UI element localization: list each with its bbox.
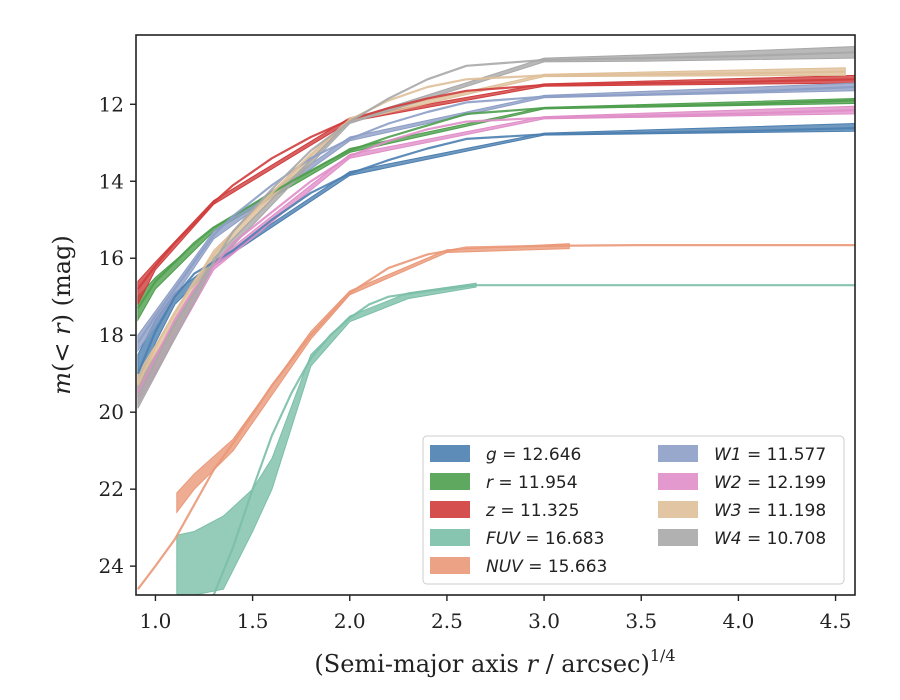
legend-label-fuv: FUV = 16.683: [486, 529, 604, 549]
legend-swatch-nuv: [430, 557, 470, 574]
x-tick-label: 2.5: [431, 609, 463, 633]
legend-label-w2: W2 = 12.199: [714, 473, 826, 493]
legend-swatch-z: [430, 501, 470, 518]
legend-swatch-fuv: [430, 529, 470, 546]
legend-swatch-w3: [658, 501, 698, 518]
y-tick-label: 16: [99, 246, 124, 270]
line-w1: [136, 85, 855, 344]
legend-label-z: z = 11.325: [485, 501, 579, 521]
legend-box: [422, 435, 845, 585]
y-axis-label: m(< r) (mag): [48, 235, 76, 395]
legend-swatch-w2: [658, 473, 698, 490]
legend-swatch-g: [430, 445, 470, 462]
x-tick-label: 3.5: [625, 609, 657, 633]
line-fuv: [212, 284, 855, 595]
x-axis-ticks: 1.0 1.5 2.0 2.5 3.0 3.5 4.0 4.5: [140, 595, 852, 633]
legend-label-nuv: NUV = 15.663: [486, 557, 607, 577]
legend-swatch-w4: [658, 529, 698, 546]
series-lines: [136, 51, 855, 595]
y-tick-label: 20: [99, 400, 124, 424]
y-tick-label: 18: [99, 323, 124, 347]
x-axis-label: (Semi-major axis r / arcsec)1/4: [314, 646, 675, 678]
x-tick-label: 2.0: [334, 609, 366, 633]
legend-label-w1: W1 = 11.577: [714, 445, 826, 465]
band-z: [137, 74, 855, 305]
legend-label-g: g = 12.646: [486, 445, 581, 465]
line-nuv: [137, 244, 855, 590]
legend: g = 12.646 r = 11.954 z = 11.325 FUV = 16.6…: [422, 435, 845, 585]
legend-label-w3: W3 = 11.198: [714, 501, 826, 521]
y-tick-label: 22: [99, 477, 124, 501]
legend-swatch-r: [430, 473, 470, 490]
line-w2: [136, 109, 855, 394]
x-tick-label: 3.0: [528, 609, 560, 633]
x-tick-label: 4.0: [722, 609, 754, 633]
line-w4: [136, 51, 855, 398]
plot-frame: [135, 34, 856, 596]
line-r: [136, 99, 855, 309]
y-tick-label: 14: [99, 169, 124, 193]
x-tick-label: 1.5: [237, 609, 269, 633]
y-tick-label: 12: [99, 92, 124, 116]
legend-label-r: r = 11.954: [486, 473, 578, 493]
band-w2: [137, 105, 855, 407]
legend-label-w4: W4 = 10.708: [714, 529, 826, 549]
y-tick-label: 24: [99, 554, 124, 578]
legend-swatch-w1: [658, 445, 698, 462]
y-axis-ticks: 12 14 16 18 20 22 24: [99, 92, 136, 578]
x-tick-label: 4.5: [820, 609, 852, 633]
line-z: [137, 78, 855, 290]
line-g: [136, 127, 855, 375]
x-tick-label: 1.0: [140, 609, 172, 633]
